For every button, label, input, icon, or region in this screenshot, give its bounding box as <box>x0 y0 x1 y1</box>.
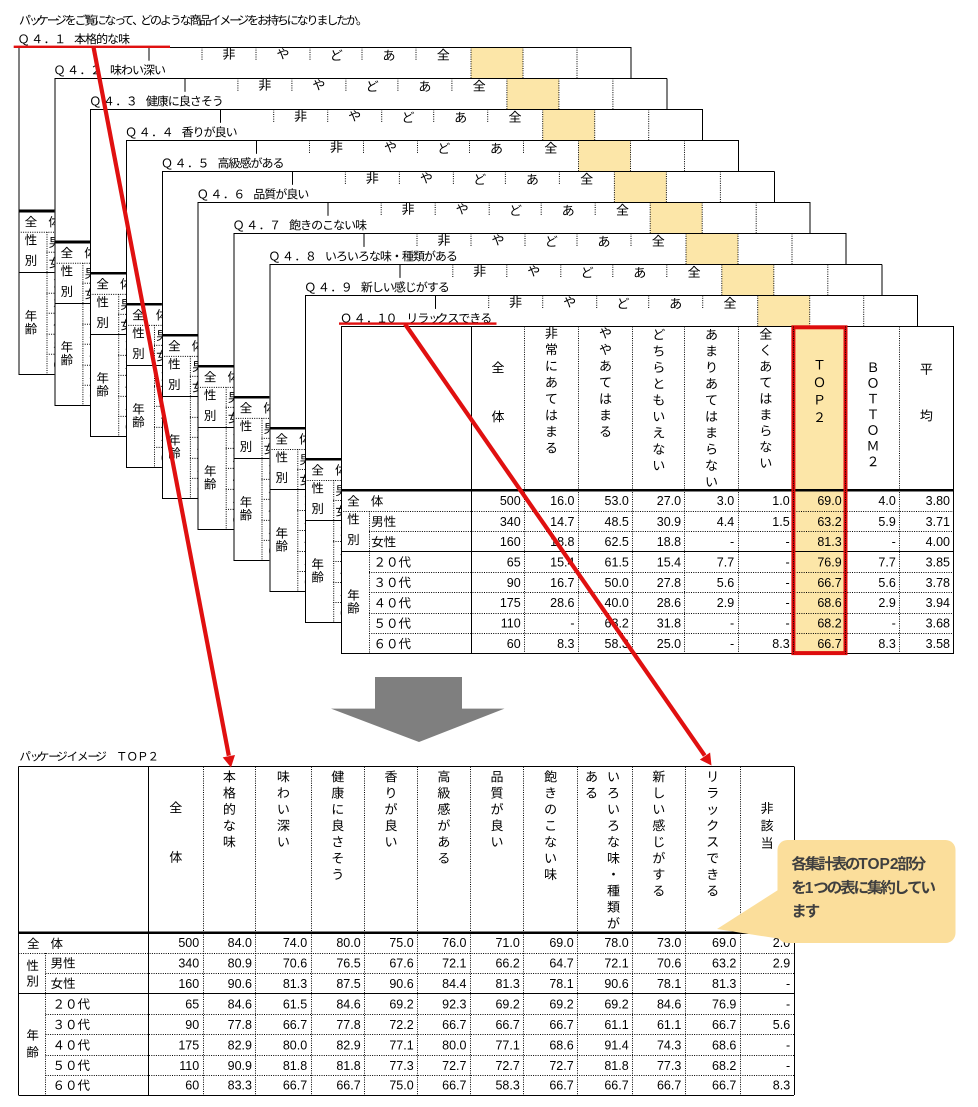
svg-text:66.7: 66.7 <box>657 1079 681 1093</box>
svg-text:69.2: 69.2 <box>549 997 573 1011</box>
svg-text:68.6: 68.6 <box>712 1039 736 1053</box>
svg-text:1: 1 <box>805 880 814 897</box>
svg-text:66.7: 66.7 <box>442 1079 466 1093</box>
svg-text:66.2: 66.2 <box>495 956 519 970</box>
svg-text:63.2: 63.2 <box>712 956 736 970</box>
svg-text:500: 500 <box>178 936 199 950</box>
svg-text:81.8: 81.8 <box>336 1059 360 1073</box>
svg-text:75.0: 75.0 <box>389 936 413 950</box>
svg-text:77.3: 77.3 <box>389 1059 413 1073</box>
svg-text:90.6: 90.6 <box>228 977 252 991</box>
svg-text:65: 65 <box>185 997 199 1011</box>
svg-text:77.8: 77.8 <box>228 1018 252 1032</box>
svg-text:77.1: 77.1 <box>389 1039 413 1053</box>
svg-text:76.9: 76.9 <box>712 997 736 1011</box>
svg-text:110: 110 <box>179 1059 199 1073</box>
svg-text:TOP2: TOP2 <box>858 856 898 873</box>
svg-text:8.3: 8.3 <box>773 1079 790 1093</box>
svg-text:69.0: 69.0 <box>712 936 736 950</box>
svg-text:81.8: 81.8 <box>283 1059 307 1073</box>
svg-text:66.7: 66.7 <box>549 1079 573 1093</box>
svg-text:81.8: 81.8 <box>604 1059 628 1073</box>
svg-text:74.0: 74.0 <box>283 936 307 950</box>
svg-text:90.6: 90.6 <box>389 977 413 991</box>
svg-text:78.1: 78.1 <box>549 977 573 991</box>
svg-text:66.7: 66.7 <box>283 1079 307 1093</box>
svg-text:81.3: 81.3 <box>495 977 519 991</box>
svg-text:66.7: 66.7 <box>604 1079 628 1093</box>
svg-text:90.9: 90.9 <box>228 1059 252 1073</box>
svg-text:69.2: 69.2 <box>389 997 413 1011</box>
svg-text:78.1: 78.1 <box>657 977 681 991</box>
svg-text:80.0: 80.0 <box>283 1039 307 1053</box>
svg-text:84.6: 84.6 <box>657 997 681 1011</box>
svg-text:74.3: 74.3 <box>657 1039 681 1053</box>
svg-text:72.7: 72.7 <box>495 1059 519 1073</box>
svg-text:77.8: 77.8 <box>336 1018 360 1032</box>
svg-text:76.5: 76.5 <box>336 956 360 970</box>
svg-text:81.3: 81.3 <box>712 977 736 991</box>
svg-text:78.0: 78.0 <box>604 936 628 950</box>
svg-text:66.7: 66.7 <box>495 1018 519 1032</box>
svg-text:72.1: 72.1 <box>604 956 628 970</box>
svg-text:80.9: 80.9 <box>228 956 252 970</box>
svg-text:91.4: 91.4 <box>604 1039 628 1053</box>
svg-text:61.1: 61.1 <box>604 1018 628 1032</box>
svg-text:70.6: 70.6 <box>283 956 307 970</box>
svg-text:-: - <box>786 1039 790 1053</box>
svg-text:66.7: 66.7 <box>283 1018 307 1032</box>
svg-text:69.2: 69.2 <box>604 997 628 1011</box>
svg-text:72.2: 72.2 <box>389 1018 413 1032</box>
svg-text:72.7: 72.7 <box>442 1059 466 1073</box>
svg-text:340: 340 <box>178 956 199 970</box>
svg-text:82.9: 82.9 <box>336 1039 360 1053</box>
svg-text:-: - <box>786 997 790 1011</box>
svg-text:80.0: 80.0 <box>442 1039 466 1053</box>
svg-text:175: 175 <box>178 1039 199 1053</box>
svg-text:77.1: 77.1 <box>495 1039 519 1053</box>
svg-text:-: - <box>786 977 790 991</box>
svg-text:68.6: 68.6 <box>549 1039 573 1053</box>
svg-text:60: 60 <box>185 1079 199 1093</box>
svg-text:80.0: 80.0 <box>336 936 360 950</box>
svg-text:67.6: 67.6 <box>389 956 413 970</box>
svg-text:66.7: 66.7 <box>549 1018 573 1032</box>
svg-text:160: 160 <box>178 977 199 991</box>
svg-text:69.2: 69.2 <box>495 997 519 1011</box>
svg-text:72.1: 72.1 <box>442 956 466 970</box>
svg-text:75.0: 75.0 <box>389 1079 413 1093</box>
svg-text:87.5: 87.5 <box>336 977 360 991</box>
svg-text:92.3: 92.3 <box>442 997 466 1011</box>
svg-text:77.3: 77.3 <box>657 1059 681 1073</box>
svg-text:71.0: 71.0 <box>495 936 519 950</box>
svg-text:-: - <box>786 1059 790 1073</box>
svg-text:73.0: 73.0 <box>657 936 681 950</box>
svg-text:82.9: 82.9 <box>228 1039 252 1053</box>
svg-text:84.4: 84.4 <box>442 977 466 991</box>
svg-text:83.3: 83.3 <box>228 1079 252 1093</box>
svg-text:66.7: 66.7 <box>336 1079 360 1093</box>
svg-text:84.0: 84.0 <box>228 936 252 950</box>
svg-text:2.9: 2.9 <box>773 956 790 970</box>
svg-text:68.2: 68.2 <box>712 1059 736 1073</box>
svg-text:61.1: 61.1 <box>657 1018 681 1032</box>
svg-text:5.6: 5.6 <box>773 1018 790 1032</box>
svg-text:66.7: 66.7 <box>712 1018 736 1032</box>
svg-text:84.6: 84.6 <box>336 997 360 1011</box>
svg-text:69.0: 69.0 <box>549 936 573 950</box>
svg-text:61.5: 61.5 <box>283 997 307 1011</box>
svg-text:66.7: 66.7 <box>712 1079 736 1093</box>
svg-text:66.7: 66.7 <box>442 1018 466 1032</box>
svg-text:84.6: 84.6 <box>228 997 252 1011</box>
svg-text:90: 90 <box>185 1018 199 1032</box>
svg-text:70.6: 70.6 <box>657 956 681 970</box>
svg-text:76.0: 76.0 <box>442 936 466 950</box>
svg-text:72.7: 72.7 <box>549 1059 573 1073</box>
svg-text:81.3: 81.3 <box>283 977 307 991</box>
svg-text:58.3: 58.3 <box>495 1079 519 1093</box>
svg-text:90.6: 90.6 <box>604 977 628 991</box>
svg-text:64.7: 64.7 <box>549 956 573 970</box>
